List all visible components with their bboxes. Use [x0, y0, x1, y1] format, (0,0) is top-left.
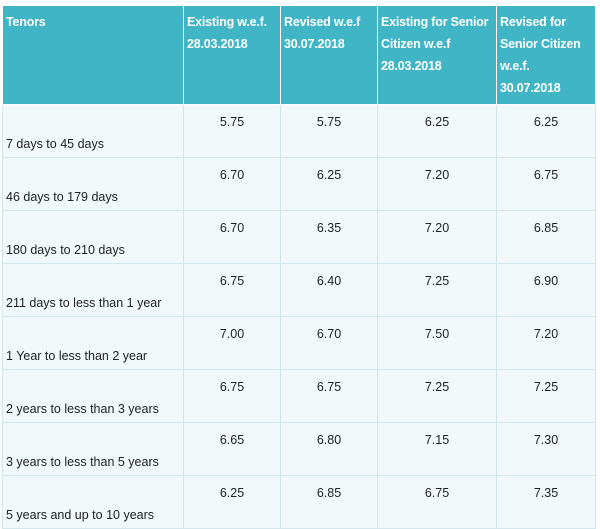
tenor-cell: 2 years to less than 3 years — [2, 369, 184, 423]
rate-cell: 7.20 — [496, 316, 596, 370]
rate-cell: 7.25 — [377, 263, 497, 317]
table-row: 2 years to less than 3 years 6.75 6.75 7.25… — [2, 369, 596, 423]
rate-cell: 6.75 — [280, 369, 378, 423]
header-row: Tenors Existing w.e.f. 28.03.2018 Revised … — [2, 5, 596, 105]
rate-cell: 6.25 — [280, 157, 378, 211]
rate-cell: 6.40 — [280, 263, 378, 317]
rate-cell: 7.35 — [496, 475, 596, 529]
table-row: 180 days to 210 days 6.70 6.35 7.20 6.85 — [2, 210, 596, 264]
header-cell: Existing w.e.f. 28.03.2018 — [183, 5, 281, 105]
table-row: 46 days to 179 days 6.70 6.25 7.20 6.75 — [2, 157, 596, 211]
rate-cell: 6.85 — [280, 475, 378, 529]
rate-cell: 7.20 — [377, 157, 497, 211]
rates-table: Tenors Existing w.e.f. 28.03.2018 Revised … — [2, 5, 596, 529]
header-cell: Tenors — [2, 5, 184, 105]
rate-cell: 7.25 — [496, 369, 596, 423]
rate-cell: 6.75 — [183, 263, 281, 317]
rate-cell: 6.25 — [377, 104, 497, 158]
header-cell: Existing for Senior Citizen w.e.f 28.03.… — [377, 5, 497, 105]
table-row: 1 Year to less than 2 year 7.00 6.70 7.50 7.… — [2, 316, 596, 370]
rate-cell: 6.75 — [496, 157, 596, 211]
header-cell: Revised w.e.f 30.07.2018 — [280, 5, 378, 105]
rate-cell: 6.65 — [183, 422, 281, 476]
rate-cell: 7.15 — [377, 422, 497, 476]
page: Tenors Existing w.e.f. 28.03.2018 Revised … — [2, 5, 596, 529]
tenor-cell: 5 years and up to 10 years — [2, 475, 184, 529]
tenor-cell: 1 Year to less than 2 year — [2, 316, 184, 370]
rate-cell: 6.80 — [280, 422, 378, 476]
rate-cell: 6.70 — [183, 210, 281, 264]
tenor-cell: 211 days to less than 1 year — [2, 263, 184, 317]
table-row: 3 years to less than 5 years 6.65 6.80 7.15… — [2, 422, 596, 476]
rate-cell: 6.70 — [183, 157, 281, 211]
table-row: 5 years and up to 10 years 6.25 6.85 6.75 7.… — [2, 475, 596, 529]
rate-cell: 6.75 — [377, 475, 497, 529]
rate-cell: 7.30 — [496, 422, 596, 476]
table-body: 7 days to 45 days 5.75 5.75 6.25 6.25 46 days… — [2, 104, 596, 529]
rate-cell: 6.35 — [280, 210, 378, 264]
rate-cell: 6.90 — [496, 263, 596, 317]
rate-cell: 6.70 — [280, 316, 378, 370]
tenor-cell: 3 years to less than 5 years — [2, 422, 184, 476]
rate-cell: 7.20 — [377, 210, 497, 264]
rate-cell: 7.50 — [377, 316, 497, 370]
tenor-cell: 180 days to 210 days — [2, 210, 184, 264]
tenor-cell: 7 days to 45 days — [2, 104, 184, 158]
rate-cell: 5.75 — [183, 104, 281, 158]
tenor-cell: 46 days to 179 days — [2, 157, 184, 211]
rate-cell: 6.25 — [496, 104, 596, 158]
rate-cell: 6.85 — [496, 210, 596, 264]
rate-cell: 6.75 — [183, 369, 281, 423]
rate-cell: 5.75 — [280, 104, 378, 158]
table-row: 7 days to 45 days 5.75 5.75 6.25 6.25 — [2, 104, 596, 158]
header-cell: Revised for Senior Citizen w.e.f. 30.07.… — [496, 5, 596, 105]
rate-cell: 7.00 — [183, 316, 281, 370]
rate-cell: 6.25 — [183, 475, 281, 529]
table-row: 211 days to less than 1 year 6.75 6.40 7.25… — [2, 263, 596, 317]
rate-cell: 7.25 — [377, 369, 497, 423]
